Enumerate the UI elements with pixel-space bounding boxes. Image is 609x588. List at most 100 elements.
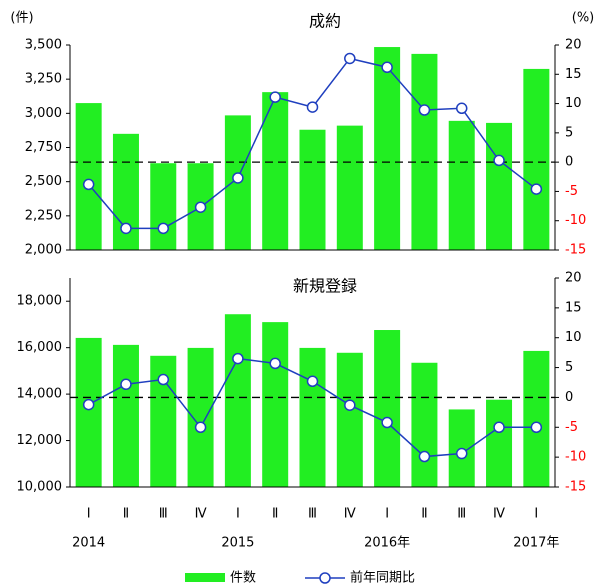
y2-tick-label: -10: [565, 450, 586, 465]
point: [82, 178, 95, 191]
point: [455, 102, 468, 115]
x-tick-label: Ⅰ: [236, 507, 240, 522]
bar: [75, 337, 102, 487]
y2-tick-label: 0: [565, 390, 573, 405]
y-tick-label: 2,750: [25, 140, 62, 155]
y-tick-label: 12,000: [17, 433, 63, 448]
y2-axis-unit: (%): [572, 11, 595, 26]
x-tick-label: Ⅲ: [159, 507, 168, 522]
x-tick-label: Ⅰ: [385, 507, 389, 522]
x-tick-label: Ⅰ: [534, 507, 538, 522]
point: [455, 447, 468, 460]
bar: [486, 122, 513, 250]
y-tick-label: 2,000: [25, 243, 62, 258]
y2-tick-label: 5: [565, 360, 573, 375]
y2-tick-label: 10: [565, 96, 582, 111]
point: [493, 154, 505, 167]
x-tick-label: Ⅰ: [87, 507, 91, 522]
point: [344, 399, 356, 411]
point: [157, 373, 170, 386]
point: [530, 183, 543, 195]
year-label: 2015: [221, 536, 254, 551]
bar: [262, 322, 289, 487]
y-tick-label: 14,000: [17, 387, 63, 402]
point: [194, 201, 207, 213]
y2-tick-label: -5: [565, 184, 578, 199]
x-tick-label: Ⅳ: [344, 507, 356, 522]
bar: [523, 350, 550, 487]
y2-tick-label: -15: [565, 243, 586, 258]
point: [381, 61, 393, 74]
y-tick-label: 3,500: [25, 38, 62, 53]
bar: [299, 347, 326, 487]
bar: [374, 330, 401, 487]
y2-tick-label: 20: [565, 38, 582, 53]
point: [120, 222, 132, 235]
bar: [299, 129, 326, 250]
year-label: 2017年: [513, 536, 559, 551]
bar: [374, 47, 401, 250]
y2-tick-label: 5: [565, 125, 573, 140]
bar: [523, 68, 550, 251]
point: [232, 352, 244, 365]
year-label: 2016年: [364, 536, 410, 551]
y-axis-unit: (件): [10, 11, 33, 26]
point: [306, 101, 319, 113]
bar: [411, 362, 438, 487]
y2-tick-label: 0: [565, 155, 573, 170]
y2-tick-label: -5: [565, 420, 578, 435]
x-tick-label: Ⅳ: [195, 507, 207, 522]
legend-swatch: [185, 573, 225, 582]
bar: [224, 314, 251, 487]
y-tick-label: 3,000: [25, 106, 62, 121]
point: [269, 91, 281, 103]
y-tick-label: 2,500: [25, 174, 62, 189]
x-tick-label: Ⅱ: [421, 507, 427, 522]
point: [157, 222, 170, 235]
point: [344, 52, 356, 65]
point: [530, 421, 543, 434]
y2-tick-label: -10: [565, 213, 586, 228]
bar: [486, 399, 513, 487]
point: [120, 378, 132, 391]
y-tick-label: 10,000: [17, 480, 63, 495]
y2-tick-label: 15: [565, 67, 582, 82]
point: [493, 421, 505, 434]
y2-tick-label: -15: [565, 480, 586, 495]
panel-title: 新規登録: [293, 277, 357, 296]
y2-tick-label: 15: [565, 300, 582, 315]
panel-title: 成約: [309, 12, 341, 31]
x-tick-label: Ⅲ: [308, 507, 317, 522]
bar: [336, 125, 363, 250]
year-label: 2014: [72, 536, 105, 551]
x-tick-label: Ⅳ: [493, 507, 505, 522]
x-tick-label: Ⅲ: [457, 507, 466, 522]
bar: [187, 347, 214, 487]
y-tick-label: 3,250: [25, 72, 62, 87]
point: [232, 172, 244, 184]
point: [418, 104, 431, 116]
point: [82, 398, 95, 411]
x-tick-label: Ⅱ: [123, 507, 129, 522]
point: [194, 421, 207, 434]
point: [306, 375, 319, 388]
bar: [336, 352, 363, 487]
y-tick-label: 18,000: [17, 294, 63, 309]
y2-tick-label: 10: [565, 330, 582, 345]
bar: [75, 103, 102, 250]
y-tick-label: 2,250: [25, 208, 62, 223]
bar: [150, 163, 177, 250]
point: [381, 416, 393, 429]
bar: [448, 120, 475, 250]
bar: [411, 53, 438, 251]
legend-marker: [319, 572, 331, 584]
bar: [262, 92, 289, 251]
y2-tick-label: 20: [565, 271, 582, 286]
bar: [112, 344, 139, 487]
point: [418, 450, 431, 463]
y-tick-label: 16,000: [17, 340, 63, 355]
legend-label: 件数: [230, 571, 256, 586]
legend-label: 前年同期比: [350, 570, 415, 586]
point: [269, 357, 281, 370]
